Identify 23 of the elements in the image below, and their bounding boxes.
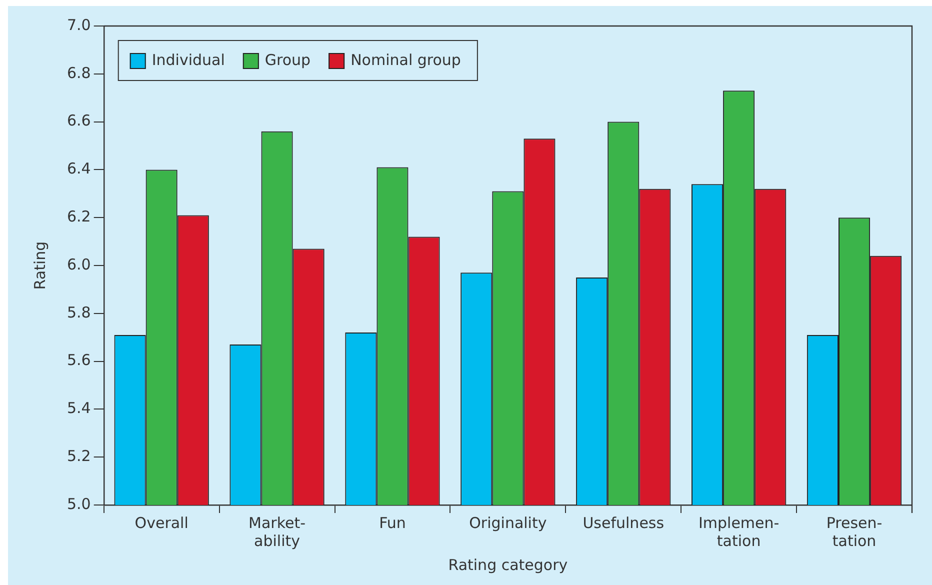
x-tick-label: Overall [134,514,188,532]
x-tick-label: Presen- tation [826,514,882,550]
y-tick-label: 6.8 [66,64,91,82]
x-tick-label: Originality [469,514,547,532]
y-tick-label: 5.6 [66,351,91,370]
x-tick-label: Fun [379,514,406,532]
x-tick-label: Usefulness [582,514,664,532]
x-tick-label: Market- ability [248,514,306,550]
legend-label: Nominal group [350,50,461,69]
y-tick-label: 5.4 [66,399,91,418]
y-tick-label: 5.8 [66,303,91,322]
y-tick-label: 6.4 [66,160,91,178]
y-tick-label: 6.2 [66,207,91,226]
legend-label: Individual [152,50,225,69]
y-tick-label: 5.0 [66,494,91,513]
y-tick-label: 6.0 [66,255,91,274]
y-tick-label: 7.0 [66,16,91,34]
y-tick-label: 6.6 [66,112,91,130]
legend-label: Group [264,50,311,69]
x-tick-label: Implemen- tation [698,514,780,550]
y-tick-label: 5.2 [66,446,91,465]
y-axis-title: Rating [30,241,49,290]
x-axis-title: Rating category [448,556,568,574]
